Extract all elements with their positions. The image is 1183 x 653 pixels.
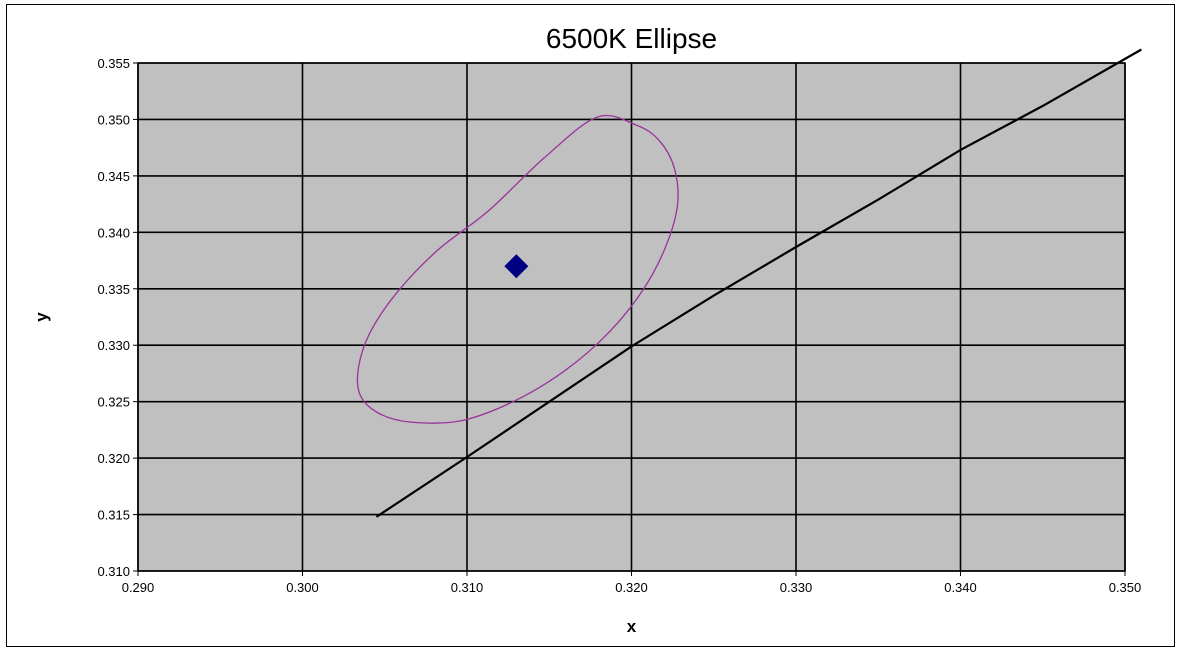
x-axis-title: x bbox=[627, 617, 637, 636]
y-tick-label: 0.320 bbox=[97, 451, 130, 466]
x-tick-label: 0.300 bbox=[286, 580, 319, 595]
x-tick-label: 0.350 bbox=[1109, 580, 1142, 595]
x-tick-label: 0.340 bbox=[944, 580, 977, 595]
macadam-ellipse bbox=[356, 114, 679, 424]
x-tick-label: 0.310 bbox=[451, 580, 484, 595]
y-tick-label: 0.355 bbox=[97, 56, 130, 71]
y-tick-label: 0.350 bbox=[97, 112, 130, 127]
y-tick-label: 0.345 bbox=[97, 169, 130, 184]
y-tick-label: 0.310 bbox=[97, 564, 130, 579]
planckian-locus-line bbox=[375, 48, 1142, 518]
x-tick-label: 0.320 bbox=[615, 580, 648, 595]
y-tick-label: 0.340 bbox=[97, 225, 130, 240]
chart-title: 6500K Ellipse bbox=[546, 23, 717, 54]
x-tick-label: 0.290 bbox=[122, 580, 155, 595]
white-point-marker bbox=[504, 254, 529, 279]
x-tick-label: 0.330 bbox=[780, 580, 813, 595]
y-tick-label: 0.335 bbox=[97, 282, 130, 297]
y-axis-title: y bbox=[32, 312, 51, 322]
series-layer bbox=[356, 48, 1142, 518]
y-tick-label: 0.315 bbox=[97, 508, 130, 523]
y-tick-label: 0.330 bbox=[97, 338, 130, 353]
y-tick-label: 0.325 bbox=[97, 395, 130, 410]
tick-layer: 0.290 0.300 0.310 0.320 0.330 0.340 0.350 0.310… bbox=[97, 56, 1141, 595]
